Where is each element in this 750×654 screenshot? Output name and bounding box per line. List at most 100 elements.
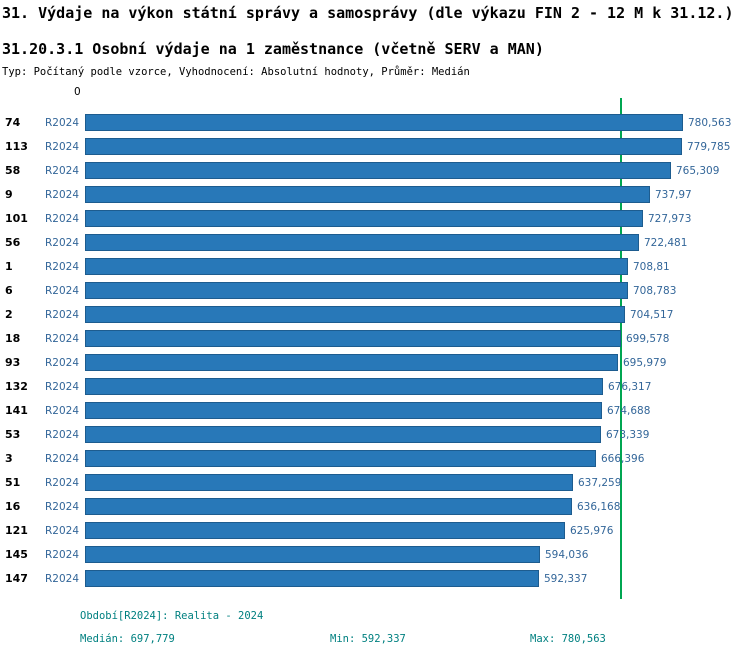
bar-value-label: 625,976 [570,525,614,537]
bar [85,378,603,395]
row-category-label: 58 [5,164,21,177]
chart-row: 6 R2024 708,783 [0,279,750,303]
bar [85,402,602,419]
bar [85,522,565,539]
chart-row: 141 R2024 674,688 [0,399,750,423]
bar [85,450,596,467]
indicator-meta: Typ: Počítaný podle vzorce, Vyhodnocení:… [2,66,470,78]
row-category-label: 2 [5,308,13,321]
chart-row: 2 R2024 704,517 [0,303,750,327]
bar-value-label: 779,785 [687,141,731,153]
median-stat: Medián: 697,779 [80,633,175,645]
bar [85,570,539,587]
bar [85,282,628,299]
bar [85,354,618,371]
row-series-label: R2024 [45,333,80,345]
bar [85,546,540,563]
row-series-label: R2024 [45,381,80,393]
bar-value-label: 666,396 [601,453,645,465]
bar [85,258,628,275]
row-series-label: R2024 [45,285,80,297]
bar [85,474,573,491]
chart-row: 121 R2024 625,976 [0,519,750,543]
row-series-label: R2024 [45,525,80,537]
row-series-label: R2024 [45,237,80,249]
row-category-label: 113 [5,140,28,153]
row-category-label: 18 [5,332,21,345]
bar-value-label: 637,259 [578,477,622,489]
row-category-label: 145 [5,548,28,561]
bar-value-label: 765,309 [676,165,720,177]
bar [85,138,682,155]
bar [85,306,625,323]
row-category-label: 132 [5,380,28,393]
bar [85,210,643,227]
row-category-label: 121 [5,524,28,537]
row-category-label: 16 [5,500,21,513]
chart-row: 16 R2024 636,168 [0,495,750,519]
bar [85,426,601,443]
row-series-label: R2024 [45,165,80,177]
chart-row: 9 R2024 737,97 [0,183,750,207]
bar-value-label: 708,81 [633,261,670,273]
chart-row: 58 R2024 765,309 [0,159,750,183]
indicator-title: 31.20.3.1 Osobní výdaje na 1 zaměstnance… [2,40,544,58]
row-series-label: R2024 [45,453,80,465]
row-category-label: 6 [5,284,13,297]
chart-row: 56 R2024 722,481 [0,231,750,255]
chart-row: 147 R2024 592,337 [0,567,750,591]
row-series-label: R2024 [45,405,80,417]
row-category-label: 101 [5,212,28,225]
bar-value-label: 737,97 [655,189,692,201]
min-stat: Min: 592,337 [330,633,406,645]
row-category-label: 93 [5,356,21,369]
bar-value-label: 594,036 [545,549,589,561]
bar-value-label: 699,578 [626,333,670,345]
row-series-label: R2024 [45,549,80,561]
bar [85,162,671,179]
row-series-label: R2024 [45,261,80,273]
chart-row: 113 R2024 779,785 [0,135,750,159]
bar [85,114,683,131]
bar-value-label: 695,979 [623,357,667,369]
bar-value-label: 673,339 [606,429,650,441]
bar-value-label: 708,783 [633,285,677,297]
bar-value-label: 780,563 [688,117,732,129]
chart-row: 3 R2024 666,396 [0,447,750,471]
row-category-label: 74 [5,116,21,129]
chart-row: 145 R2024 594,036 [0,543,750,567]
report-title: 31. Výdaje na výkon státní správy a samo… [2,4,734,22]
row-category-label: 3 [5,452,13,465]
row-category-label: 51 [5,476,21,489]
median-line [620,98,622,599]
row-category-label: 53 [5,428,21,441]
bar-value-label: 704,517 [630,309,674,321]
row-category-label: 141 [5,404,28,417]
row-series-label: R2024 [45,141,80,153]
bar [85,186,650,203]
row-category-label: 56 [5,236,21,249]
row-series-label: R2024 [45,477,80,489]
row-category-label: 9 [5,188,13,201]
bar-value-label: 722,481 [644,237,688,249]
bar-value-label: 636,168 [577,501,621,513]
row-series-label: R2024 [45,501,80,513]
row-series-label: R2024 [45,429,80,441]
bar [85,234,639,251]
row-category-label: 147 [5,572,28,585]
chart-row: 74 R2024 780,563 [0,111,750,135]
max-stat: Max: 780,563 [530,633,606,645]
row-series-label: R2024 [45,213,80,225]
row-series-label: R2024 [45,189,80,201]
row-series-label: R2024 [45,309,80,321]
chart-row: 51 R2024 637,259 [0,471,750,495]
bar [85,330,621,347]
chart-row: 1 R2024 708,81 [0,255,750,279]
row-series-label: R2024 [45,357,80,369]
chart-rows: 74 R2024 780,563 113 R2024 779,785 58 R2… [0,111,750,591]
row-series-label: R2024 [45,117,80,129]
bar-value-label: 674,688 [607,405,651,417]
period-label: Období[R2024]: Realita - 2024 [80,610,264,622]
chart-row: 18 R2024 699,578 [0,327,750,351]
